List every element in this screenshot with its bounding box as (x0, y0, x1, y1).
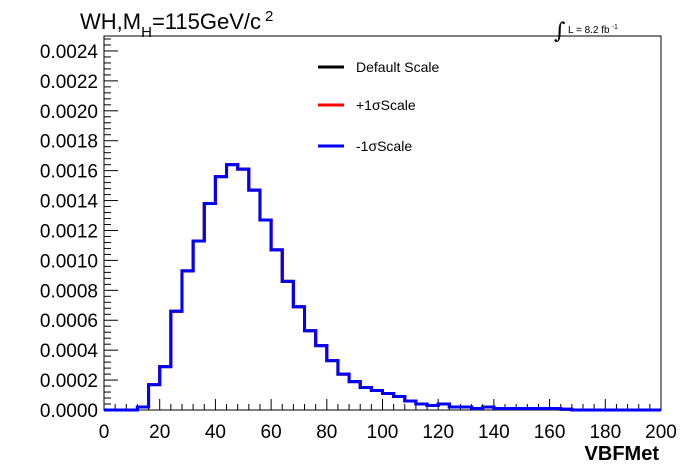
series-layer (104, 163, 661, 412)
title-subscript: H (141, 24, 152, 41)
legend-label-plus: +1σScale (356, 97, 416, 113)
y-tick-label: 0.0000 (40, 401, 98, 422)
y-tick-label: 0.0014 (40, 192, 99, 213)
y-axis: 0.0000 0.0002 0.0004 0.0006 0.0008 0.0010 0.00… (40, 38, 118, 422)
legend-label-minus: -1σScale (356, 138, 412, 154)
x-tick-label: 0 (99, 422, 110, 443)
x-axis-label: VBFMet (585, 443, 660, 465)
y-tick-label: 0.0002 (40, 371, 98, 392)
x-tick-label: 20 (149, 422, 170, 443)
x-axis: 0 20 40 60 80 100 120 140 160 180 200 (99, 399, 677, 443)
y-tick-label: 0.0004 (40, 341, 99, 362)
y-tick-label: 0.0012 (40, 221, 98, 242)
lumi-label: L = 8.2 fb -1 (568, 24, 618, 36)
series-1-histogram (104, 163, 661, 412)
lumi-text: L = 8.2 fb (568, 25, 610, 36)
x-tick-label: 120 (422, 422, 454, 443)
chart-title: WH,MH=115GeV/c 2 (80, 8, 273, 41)
y-tick-label: 0.0022 (40, 72, 98, 93)
lumi-integral-symbol: ∫ (554, 19, 566, 44)
y-tick-label: 0.0016 (40, 162, 98, 183)
x-tick-label: 140 (478, 422, 510, 443)
y-tick-label: 0.0024 (40, 42, 99, 63)
series-2-histogram (104, 163, 661, 412)
x-tick-label: 160 (534, 422, 566, 443)
y-tick-label: 0.0010 (40, 251, 98, 272)
legend-label-default: Default Scale (356, 59, 439, 75)
title-main: WH,M (80, 9, 141, 34)
legend: Default Scale +1σScale -1σScale (318, 59, 439, 154)
x-tick-label: 180 (589, 422, 621, 443)
title-superscript: 2 (265, 8, 273, 25)
title-rest: =115GeV/c (152, 9, 261, 34)
y-tick-label: 0.0006 (40, 311, 98, 332)
x-tick-label: 80 (316, 422, 337, 443)
lumi-superscript: -1 (612, 24, 618, 31)
y-tick-label: 0.0020 (40, 102, 98, 123)
x-tick-label: 40 (205, 422, 226, 443)
x-tick-label: 60 (261, 422, 282, 443)
x-tick-label: 200 (645, 422, 677, 443)
y-tick-label: 0.0018 (40, 132, 98, 153)
x-tick-label: 100 (367, 422, 399, 443)
series-0-histogram (104, 163, 661, 412)
y-tick-label: 0.0008 (40, 281, 98, 302)
plot-frame (103, 35, 662, 411)
